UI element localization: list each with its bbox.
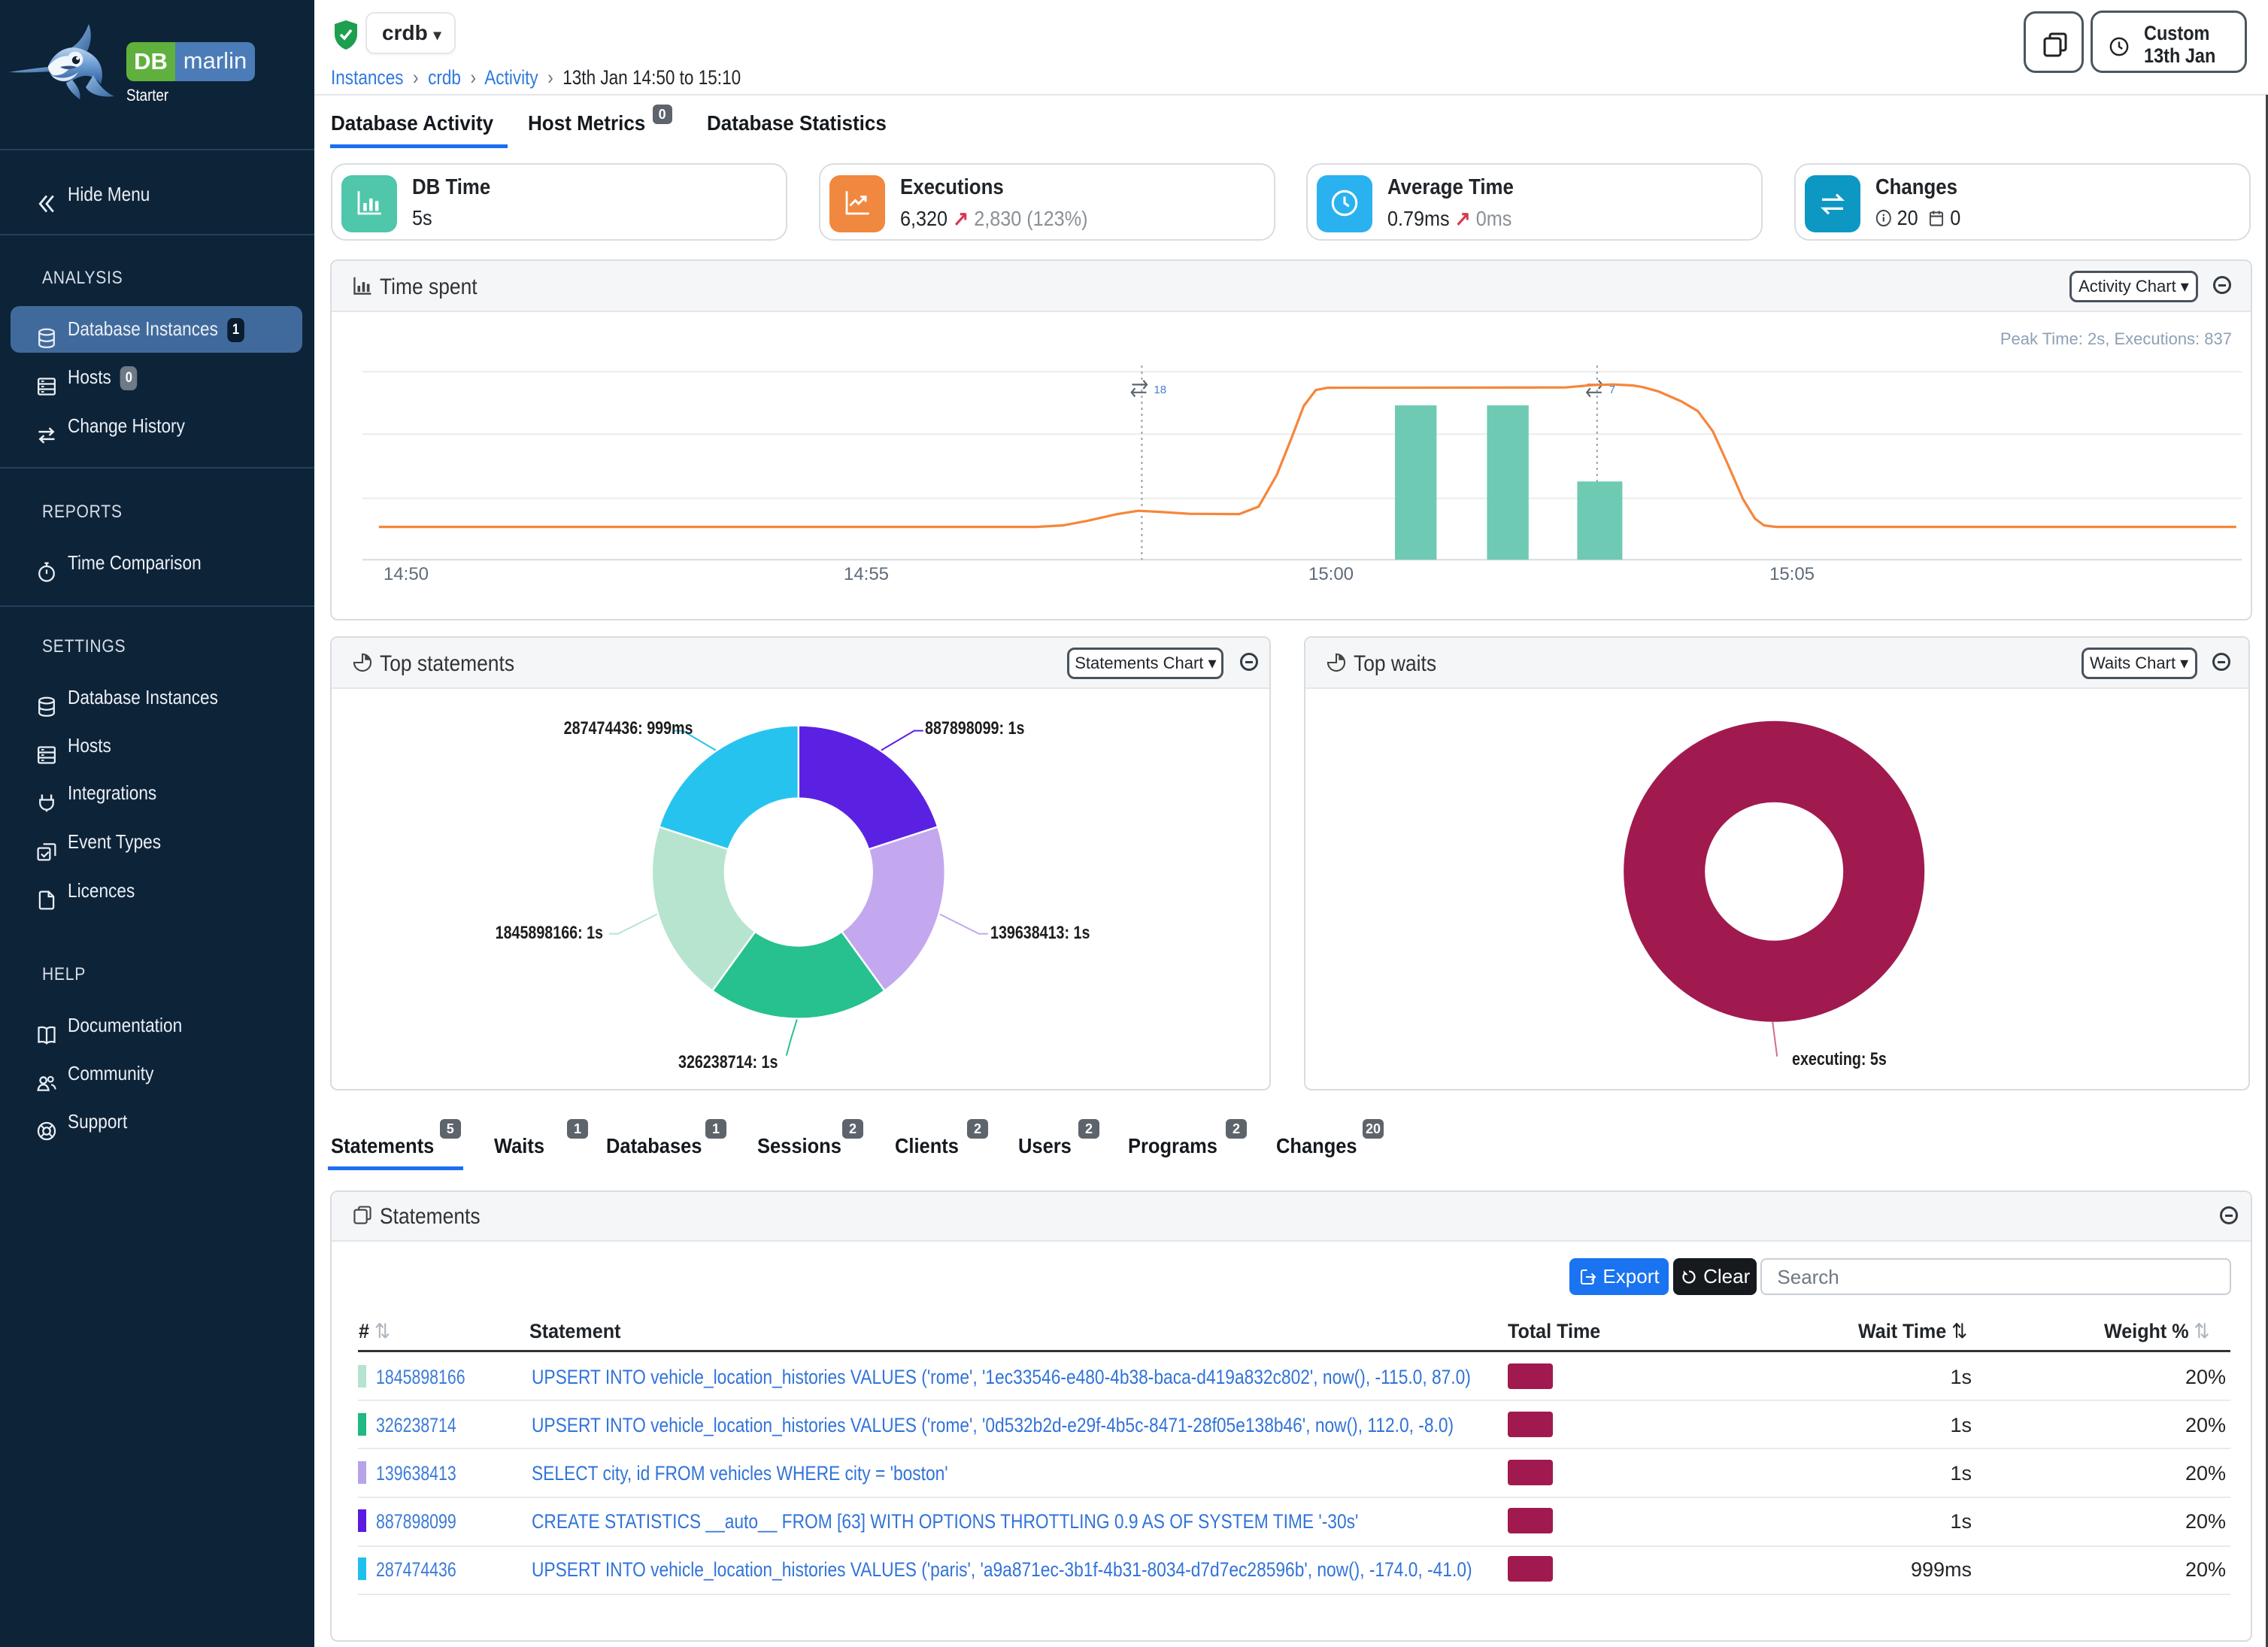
svg-text:7: 7 <box>1609 384 1615 396</box>
svg-text:18: 18 <box>1154 384 1167 396</box>
